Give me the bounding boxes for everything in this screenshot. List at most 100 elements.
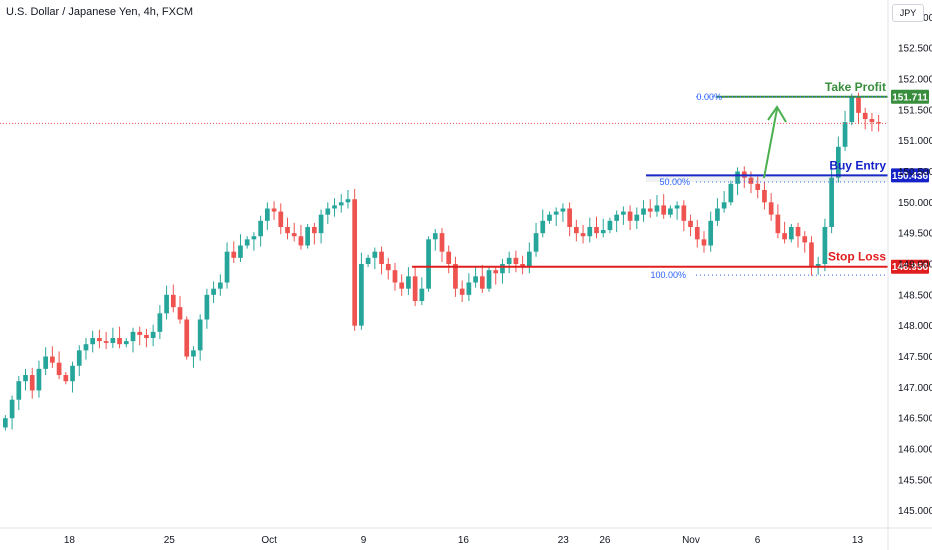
- candle-body: [835, 146, 841, 178]
- candle-body: [305, 226, 310, 246]
- candle-body: [748, 177, 754, 184]
- candle-body: [580, 233, 586, 237]
- price-tick-label: 147.000: [898, 383, 932, 394]
- candle-body: [117, 338, 122, 345]
- time-tick-label: 9: [361, 535, 367, 546]
- candle-body: [144, 334, 149, 339]
- candle-body: [668, 208, 673, 215]
- candle-body: [90, 338, 96, 345]
- candle-body: [688, 220, 693, 227]
- candle-body: [291, 233, 297, 237]
- candle-body: [191, 350, 196, 357]
- candle-body: [372, 251, 378, 258]
- currency-badge[interactable]: JPY: [892, 4, 924, 22]
- candle-body: [694, 226, 700, 240]
- time-axis[interactable]: 18 25 Oct 9 16 23 26 Nov 6 13: [0, 527, 932, 546]
- candle-body: [271, 208, 277, 212]
- candle-body: [379, 251, 384, 264]
- candle-body: [244, 239, 250, 246]
- candle-body: [224, 251, 230, 283]
- candle-body: [715, 208, 720, 221]
- candle-body: [627, 211, 633, 221]
- candle-body: [184, 319, 190, 357]
- candle-body: [332, 205, 337, 209]
- time-tick-label: 16: [458, 535, 470, 546]
- candle-body: [788, 226, 794, 240]
- candle-body: [338, 202, 344, 206]
- candle-body: [567, 208, 572, 227]
- candle-body: [513, 257, 519, 264]
- candle-body: [802, 236, 808, 243]
- candle-body: [661, 205, 667, 215]
- candle-body: [285, 226, 290, 234]
- candle-body: [540, 220, 546, 234]
- candle-body: [594, 226, 599, 234]
- candle-body: [345, 199, 351, 203]
- candle-body: [150, 331, 156, 339]
- candle-body: [238, 245, 243, 258]
- price-tick-label: 152.000: [898, 74, 932, 85]
- candle-body: [130, 331, 136, 342]
- price-tag: [891, 259, 929, 274]
- candle-body: [856, 96, 861, 113]
- candle-body: [607, 220, 613, 231]
- candle-body: [406, 276, 411, 289]
- price-tag-text: 151.711: [892, 92, 928, 103]
- price-tick-label: 147.500: [898, 352, 932, 363]
- candle-body: [755, 183, 761, 190]
- time-tick-label: 13: [852, 535, 864, 546]
- candle-body: [3, 418, 8, 428]
- candle-body: [560, 208, 566, 212]
- candle-body: [298, 236, 304, 246]
- candle-body: [815, 264, 821, 267]
- fib-label: 0.00%: [696, 92, 722, 102]
- candle-body: [197, 319, 203, 351]
- candle-body: [842, 122, 848, 147]
- time-tick-label: 6: [755, 535, 761, 546]
- arrow-shaft: [763, 108, 778, 179]
- candle-body: [16, 381, 22, 400]
- candle-body: [762, 189, 767, 203]
- candle-body: [419, 288, 425, 302]
- candle-body: [641, 208, 646, 215]
- candle-body: [674, 205, 680, 209]
- candle-body: [123, 341, 129, 345]
- price-tick-label: 150.000: [898, 198, 932, 209]
- candle-body: [432, 233, 438, 240]
- fib-labels-group: 0.00% 50.00% 100.00%: [650, 92, 888, 280]
- time-tick-label: 25: [164, 535, 176, 546]
- candle-body: [312, 226, 317, 234]
- entry-zone: [646, 175, 888, 182]
- candle-body: [526, 251, 532, 268]
- time-tick-label: Oct: [261, 535, 277, 546]
- candle-body: [217, 282, 223, 289]
- candle-body: [164, 294, 169, 314]
- up-arrow-icon: [763, 105, 787, 179]
- price-tick-label: 150.500: [898, 167, 932, 178]
- candle-body: [701, 239, 707, 246]
- price-tick-label: 145.500: [898, 475, 932, 486]
- candle-body: [446, 251, 452, 264]
- candle-body: [385, 264, 391, 271]
- candle-body: [56, 362, 62, 376]
- price-tick-label: 152.500: [898, 44, 932, 55]
- candle-body: [735, 171, 740, 184]
- price-tag: [891, 168, 929, 183]
- price-axis[interactable]: 153.000152.500152.000151.500151.000150.5…: [887, 0, 932, 550]
- candle-body: [231, 251, 237, 258]
- price-tick-label: 151.000: [898, 136, 932, 147]
- candle-body: [473, 276, 478, 283]
- candle-body: [83, 344, 89, 351]
- candle-body: [177, 307, 183, 320]
- candles-group: [3, 92, 881, 431]
- candle-body: [822, 226, 828, 264]
- candle-body: [533, 233, 539, 252]
- time-tick-label: 26: [599, 535, 611, 546]
- candle-body: [500, 264, 505, 274]
- candle-body: [775, 214, 781, 234]
- candle-body: [43, 356, 49, 369]
- arrow-head: [767, 105, 787, 123]
- price-tick-label: 148.500: [898, 290, 932, 301]
- candle-body: [97, 338, 102, 342]
